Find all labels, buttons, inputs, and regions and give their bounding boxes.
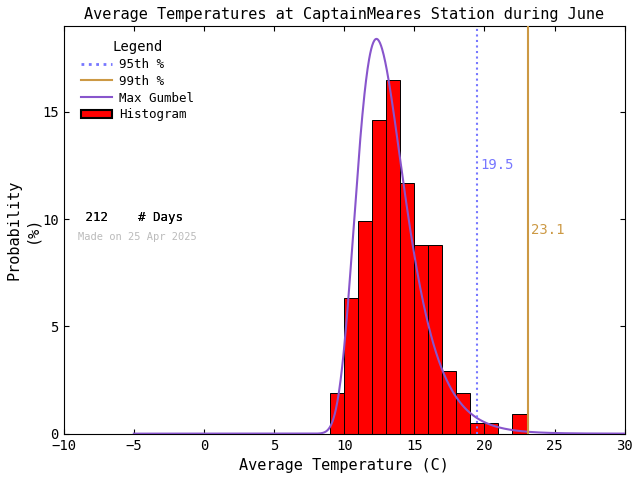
Bar	[470, 423, 484, 433]
Bar	[484, 423, 499, 433]
Text: 212    # Days: 212 # Days	[77, 211, 183, 225]
Y-axis label: Probability
(%): Probability (%)	[7, 180, 39, 280]
Legend: 95th %, 99th %, Max Gumbel, Histogram: 95th %, 99th %, Max Gumbel, Histogram	[81, 40, 194, 121]
Text: 19.5: 19.5	[480, 158, 514, 172]
Bar	[414, 245, 428, 433]
Bar	[358, 221, 372, 433]
Bar	[400, 182, 414, 433]
X-axis label: Average Temperature (C): Average Temperature (C)	[239, 458, 449, 473]
Bar	[428, 245, 442, 433]
Bar	[456, 393, 470, 433]
Title: Average Temperatures at CaptainMeares Station during June: Average Temperatures at CaptainMeares St…	[84, 7, 604, 22]
Bar	[344, 299, 358, 433]
Bar	[442, 372, 456, 433]
Bar	[330, 393, 344, 433]
Text: Made on 25 Apr 2025: Made on 25 Apr 2025	[77, 232, 196, 242]
Bar	[372, 120, 387, 433]
Text: 212    # Days: 212 # Days	[77, 211, 183, 225]
Bar	[513, 414, 527, 433]
Text: 23.1: 23.1	[531, 223, 564, 237]
Bar	[387, 80, 400, 433]
